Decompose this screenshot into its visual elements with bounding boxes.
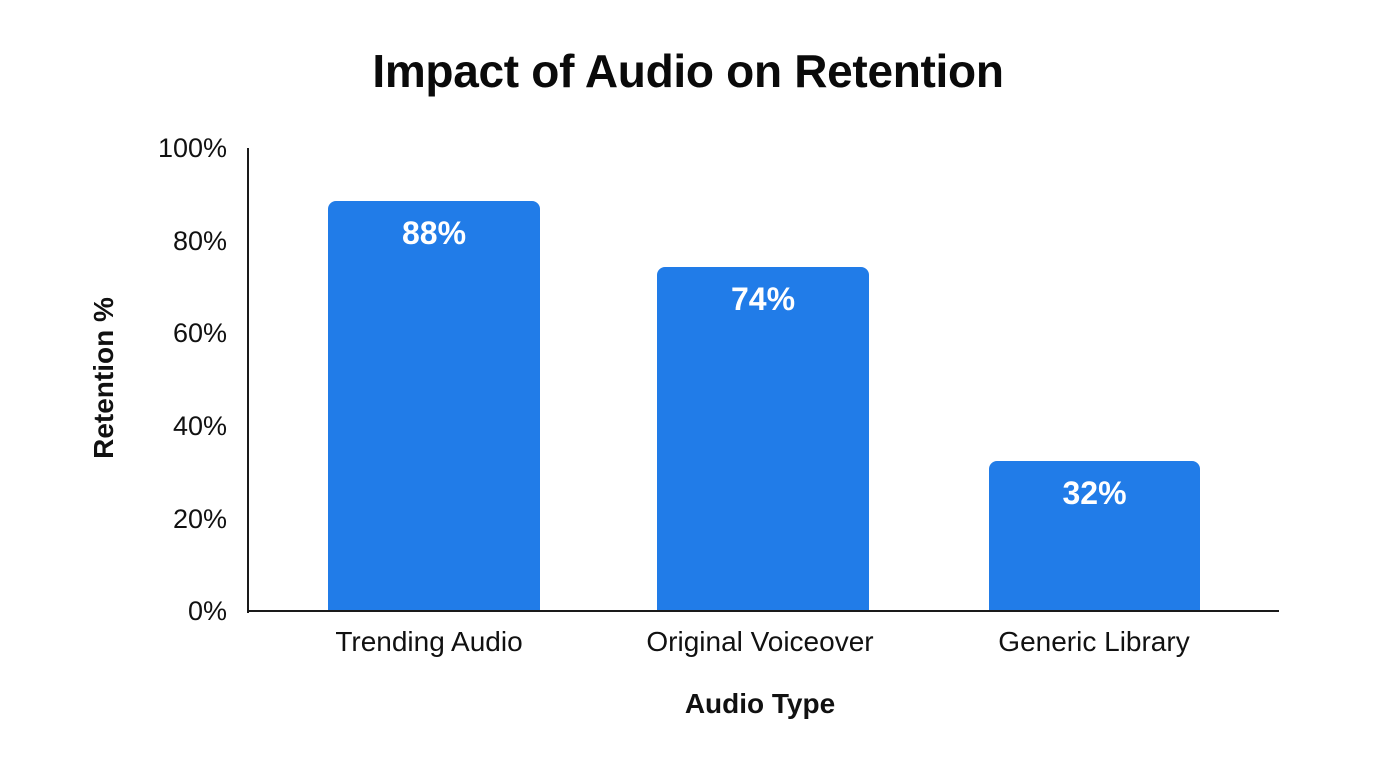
bar-generic-library: 32% [989, 461, 1200, 611]
y-tick-40: 40% [172, 411, 227, 441]
y-tick-0: 0% [187, 596, 227, 626]
y-axis-line [247, 148, 249, 613]
x-axis-label: Audio Type [684, 688, 836, 719]
bar-value-label: 88% [401, 215, 467, 251]
y-tick-20: 20% [172, 504, 227, 534]
y-tick-80: 80% [172, 226, 227, 256]
x-tick-generic-library: Generic Library [998, 626, 1190, 657]
bar-value-label: 32% [1062, 475, 1127, 511]
x-tick-trending-audio: Trending Audio [335, 626, 523, 657]
chart-title: Impact of Audio on Retention [372, 45, 1004, 97]
y-tick-100: 100% [157, 133, 227, 163]
x-tick-original-voiceover: Original Voiceover [646, 626, 874, 657]
y-axis-label: Retention % [88, 297, 119, 459]
bar-trending-audio: 88% [328, 201, 540, 611]
bar-value-label: 74% [730, 281, 796, 317]
y-tick-60: 60% [172, 318, 227, 348]
x-axis-line [247, 610, 1279, 612]
bar-original-voiceover: 74% [657, 267, 869, 611]
